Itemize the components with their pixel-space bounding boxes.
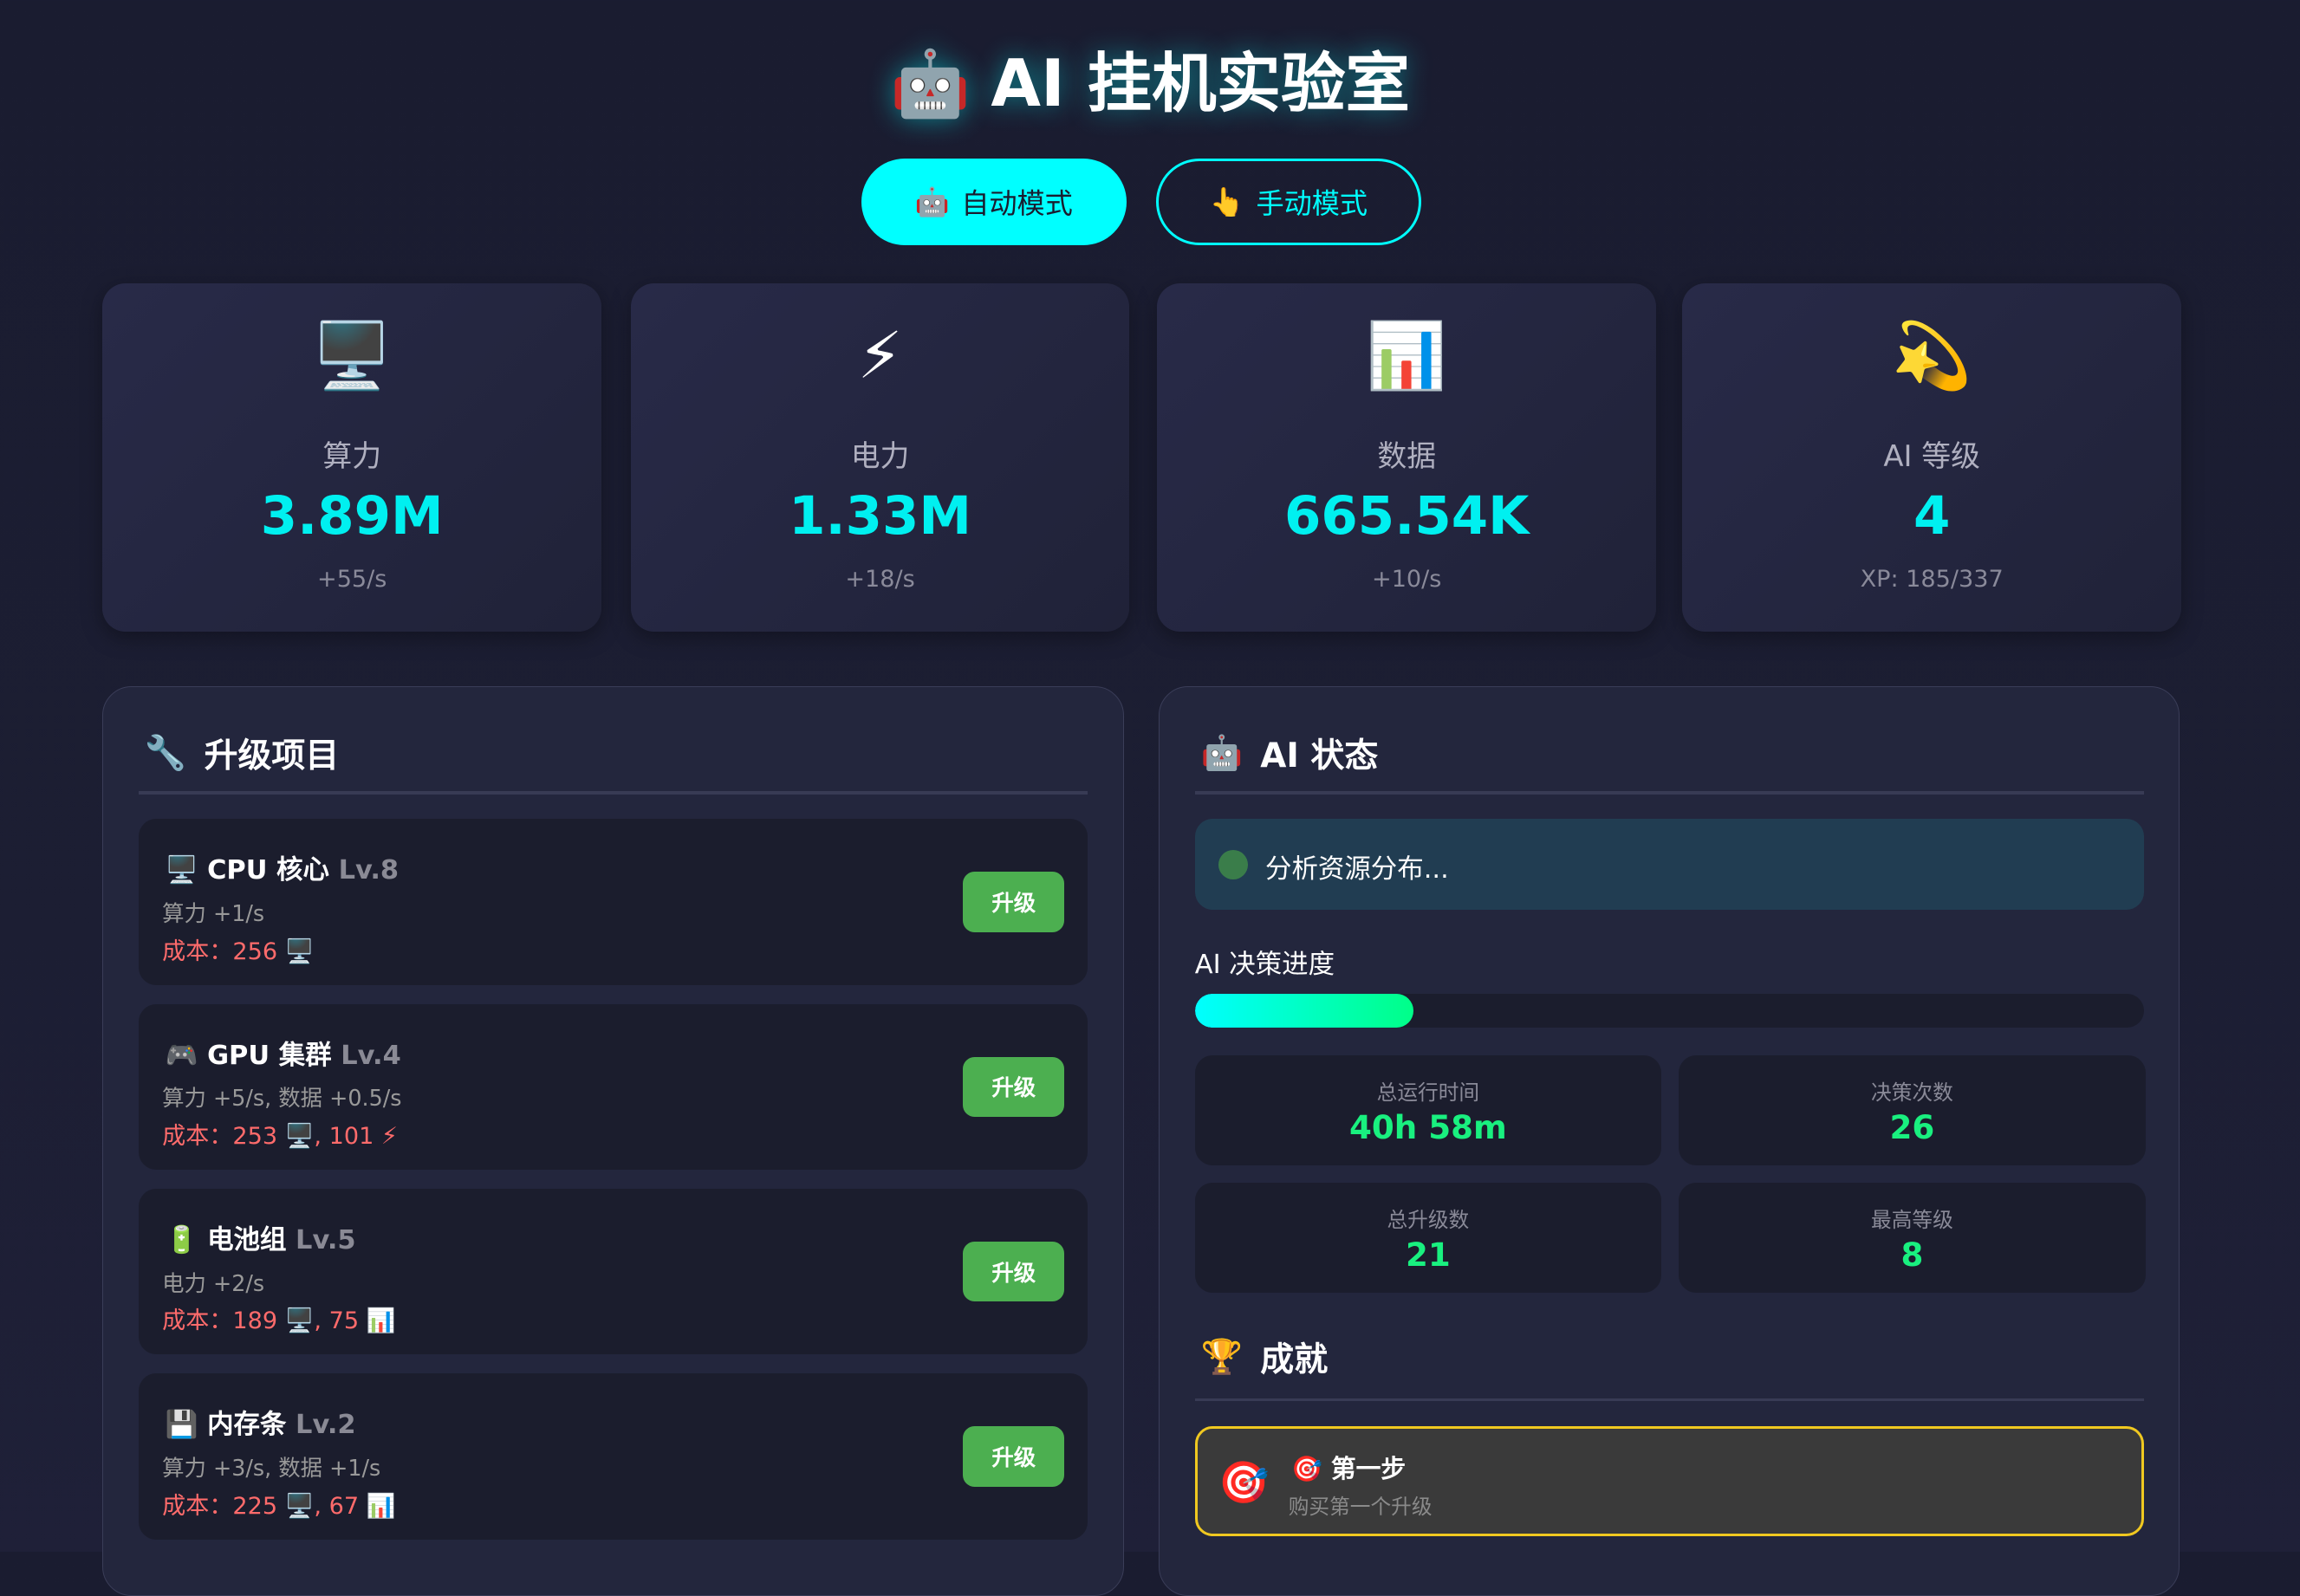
auto-mode-label: 自动模式 bbox=[961, 186, 1073, 220]
status-box: 分析资源分布... bbox=[1194, 819, 2144, 911]
status-indicator-dot bbox=[1218, 849, 1248, 879]
achievements-title: 成就 bbox=[1260, 1340, 1329, 1379]
metric-runtime: 总运行时间 40h 58m bbox=[1194, 1054, 1661, 1165]
bar-chart-icon: 📊 bbox=[1366, 318, 1447, 394]
achievement-item: 🎯 🎯 第一步 购买第一个升级 bbox=[1194, 1426, 2144, 1537]
metric-label: 决策次数 bbox=[1871, 1080, 1953, 1105]
stat-card-compute: 🖥️ 算力 3.89M +55/s bbox=[102, 282, 601, 633]
stat-card-data: 📊 数据 665.54K +10/s bbox=[1157, 282, 1656, 633]
progress-fill bbox=[1194, 993, 1413, 1028]
upgrade-name: GPU 集群 bbox=[207, 1040, 332, 1071]
page-title: 🤖 AI 挂机实验室 bbox=[0, 32, 2300, 125]
trophy-icon: 🏆 bbox=[1200, 1337, 1243, 1377]
upgrade-cost: 成本：189 🖥️, 75 📊 bbox=[162, 1307, 396, 1335]
robot-icon: 🤖 bbox=[914, 185, 950, 218]
upgrade-button[interactable]: 升级 bbox=[963, 1426, 1065, 1487]
computer-icon: 🖥️ bbox=[165, 855, 198, 886]
metric-label: 最高等级 bbox=[1871, 1207, 1953, 1232]
stat-label: 数据 bbox=[1377, 439, 1437, 474]
auto-mode-button[interactable]: 🤖 自动模式 bbox=[861, 158, 1127, 245]
pointing-hand-icon: 👆 bbox=[1209, 185, 1244, 218]
upgrade-title: 🎮 GPU 集群 Lv.4 bbox=[166, 1034, 401, 1072]
stat-value: 3.89M bbox=[260, 485, 444, 548]
upgrade-effect: 算力 +5/s, 数据 +0.5/s bbox=[162, 1085, 402, 1112]
upgrade-level: Lv.5 bbox=[296, 1224, 356, 1255]
floppy-disk-icon: 💾 bbox=[165, 1410, 198, 1441]
upgrade-title: 🖥️ CPU 核心 Lv.8 bbox=[166, 848, 400, 886]
decision-progress-bar bbox=[1194, 993, 2144, 1028]
title-text: AI 挂机实验室 bbox=[991, 46, 1411, 122]
status-text: 分析资源分布... bbox=[1264, 853, 1449, 885]
ai-status-panel: 🤖 AI 状态 分析资源分布... AI 决策进度 总运行时间 40h 58m 决策… bbox=[1159, 686, 2180, 1596]
upgrade-cost: 成本：256 🖥️ bbox=[162, 937, 315, 965]
divider bbox=[1194, 791, 2144, 795]
upgrade-cost: 成本：253 🖥️, 101 ⚡ bbox=[162, 1123, 398, 1151]
ai-status-title: AI 状态 bbox=[1260, 736, 1379, 775]
upgrade-cost: 成本：225 🖥️, 67 📊 bbox=[162, 1492, 396, 1520]
stat-value: 1.33M bbox=[789, 485, 972, 548]
upgrade-name: CPU 核心 bbox=[207, 855, 329, 886]
upgrade-effect: 电力 +2/s bbox=[162, 1269, 265, 1296]
upgrade-button[interactable]: 升级 bbox=[963, 1056, 1065, 1118]
achievements-header: 🏆 成就 bbox=[1201, 1333, 1329, 1381]
target-icon: 🎯 bbox=[1218, 1459, 1270, 1508]
stat-rate: +10/s bbox=[1372, 566, 1442, 594]
upgrade-effect: 算力 +1/s bbox=[162, 900, 265, 927]
upgrades-title: 升级项目 bbox=[204, 736, 340, 775]
metric-max-level: 最高等级 8 bbox=[1679, 1183, 2146, 1294]
robot-icon: 🤖 bbox=[1200, 733, 1243, 773]
metric-value: 40h 58m bbox=[1348, 1107, 1507, 1146]
upgrade-item-memory: 💾 内存条 Lv.2 算力 +3/s, 数据 +1/s 成本：225 🖥️, 6… bbox=[139, 1373, 1088, 1540]
app-root: 🤖 AI 挂机实验室 🤖 自动模式 👆 手动模式 🖥️ 算力 3.89M +55/s ⚡ 电力… bbox=[0, 32, 2300, 1596]
upgrade-button[interactable]: 升级 bbox=[963, 1241, 1065, 1302]
stat-label: 算力 bbox=[322, 439, 382, 474]
upgrade-title: 🔋 电池组 Lv.5 bbox=[166, 1218, 356, 1256]
divider bbox=[1194, 1398, 2144, 1402]
stat-xp: XP: 185/337 bbox=[1860, 566, 2004, 594]
metric-value: 8 bbox=[1900, 1236, 1924, 1275]
robot-icon: 🤖 bbox=[889, 46, 971, 122]
upgrade-button[interactable]: 升级 bbox=[963, 872, 1065, 932]
stat-value: 4 bbox=[1913, 485, 1951, 548]
metric-value: 21 bbox=[1405, 1236, 1451, 1275]
manual-mode-button[interactable]: 👆 手动模式 bbox=[1155, 158, 1422, 245]
upgrades-header: 🔧 升级项目 bbox=[145, 729, 339, 777]
upgrade-name: 电池组 bbox=[207, 1224, 287, 1255]
metric-decisions: 决策次数 26 bbox=[1679, 1054, 2146, 1165]
metric-upgrades: 总升级数 21 bbox=[1194, 1183, 1661, 1294]
upgrade-item-cpu: 🖥️ CPU 核心 Lv.8 算力 +1/s 成本：256 🖥️ 升级 bbox=[139, 819, 1088, 985]
stat-rate: +18/s bbox=[845, 566, 915, 594]
upgrade-effect: 算力 +3/s, 数据 +1/s bbox=[162, 1454, 381, 1481]
progress-label: AI 决策进度 bbox=[1194, 949, 1335, 980]
upgrade-level: Lv.4 bbox=[341, 1040, 401, 1071]
upgrade-item-gpu: 🎮 GPU 集群 Lv.4 算力 +5/s, 数据 +0.5/s 成本：253 … bbox=[139, 1003, 1088, 1170]
stat-label: 电力 bbox=[850, 439, 910, 474]
metric-value: 26 bbox=[1889, 1107, 1935, 1146]
metric-label: 总升级数 bbox=[1387, 1207, 1470, 1232]
stat-card-ai-level: 💫 AI 等级 4 XP: 185/337 bbox=[1682, 282, 2181, 633]
upgrade-name: 内存条 bbox=[207, 1410, 287, 1441]
wrench-icon: 🔧 bbox=[144, 733, 187, 773]
achievement-desc: 购买第一个升级 bbox=[1288, 1495, 1433, 1520]
upgrade-level: Lv.2 bbox=[296, 1410, 356, 1441]
computer-icon: 🖥️ bbox=[311, 318, 393, 394]
metric-label: 总运行时间 bbox=[1376, 1080, 1480, 1105]
ai-status-header: 🤖 AI 状态 bbox=[1201, 729, 1379, 777]
upgrade-level: Lv.8 bbox=[338, 855, 400, 886]
upgrade-title: 💾 内存条 Lv.2 bbox=[166, 1403, 356, 1441]
battery-icon: 🔋 bbox=[165, 1224, 198, 1255]
divider bbox=[139, 791, 1088, 795]
achievement-name: 🎯 第一步 bbox=[1291, 1453, 1407, 1483]
stat-label: AI 等级 bbox=[1883, 439, 1980, 474]
stat-value: 665.54K bbox=[1284, 485, 1530, 548]
upgrades-panel: 🔧 升级项目 🖥️ CPU 核心 Lv.8 算力 +1/s 成本：256 🖥️ 升… bbox=[102, 686, 1124, 1596]
gamepad-icon: 🎮 bbox=[165, 1040, 198, 1071]
lightning-icon: ⚡ bbox=[857, 318, 903, 394]
manual-mode-label: 手动模式 bbox=[1256, 186, 1368, 220]
upgrade-item-battery: 🔋 电池组 Lv.5 电力 +2/s 成本：189 🖥️, 75 📊 升级 bbox=[139, 1188, 1088, 1355]
stat-card-power: ⚡ 电力 1.33M +18/s bbox=[630, 282, 1130, 633]
stat-rate: +55/s bbox=[317, 566, 387, 594]
dizzy-star-icon: 💫 bbox=[1891, 318, 1972, 394]
